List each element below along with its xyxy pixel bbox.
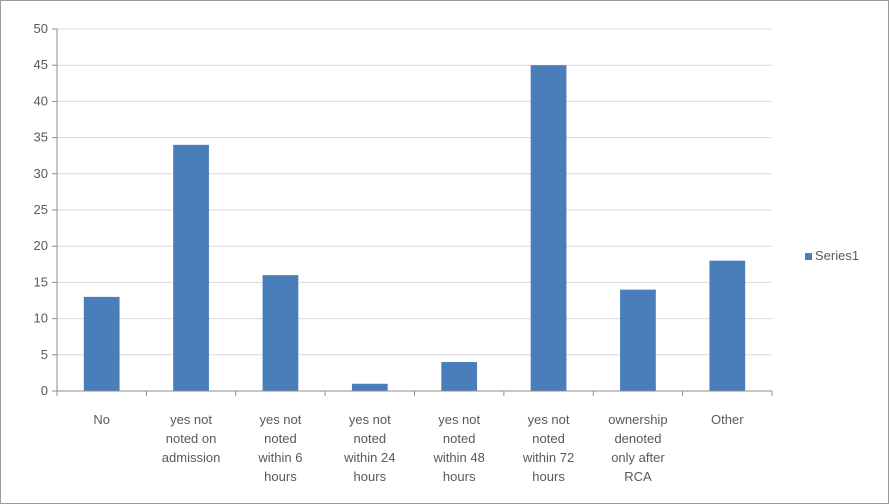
x-category-label-line: hours (532, 469, 565, 484)
y-tick-label: 30 (34, 166, 48, 181)
gridlines (57, 28, 772, 356)
x-category-label: yes not noted within 24 hours (343, 412, 395, 484)
bar-8 (709, 260, 746, 391)
legend: Series1 (805, 248, 859, 263)
y-tick-label: 15 (34, 274, 48, 289)
y-tick-label: 40 (34, 93, 48, 108)
x-category-label-line: noted (532, 431, 565, 446)
x-category-label-line: hours (354, 469, 387, 484)
bar-2 (173, 144, 209, 391)
x-category-label: yes not noted within 6 hours (257, 412, 302, 484)
x-category-label-line: yes not (438, 412, 480, 427)
x-category-label-line: yes not (259, 412, 301, 427)
x-category-label-line: Other (711, 412, 744, 427)
y-tick-label: 5 (41, 347, 48, 362)
legend-label: Series1 (815, 248, 859, 263)
x-category-label-line: yes not (528, 412, 570, 427)
bar-6 (530, 65, 567, 391)
y-tick-label: 10 (34, 311, 48, 326)
x-category-label: Other (711, 412, 744, 427)
x-category-label: No (93, 412, 110, 427)
bar-4 (351, 383, 388, 391)
bars (83, 65, 746, 391)
x-category-label-line: noted on (166, 431, 217, 446)
y-tick-label: 35 (34, 130, 48, 145)
bar-5 (441, 362, 478, 391)
x-category-label-line: noted (264, 431, 297, 446)
axes (56, 29, 773, 396)
x-category-label: yes not noted on admission (162, 412, 221, 465)
bar-7 (620, 289, 656, 391)
x-category-label-line: hours (443, 469, 476, 484)
x-category-label-line: within 48 (433, 450, 485, 465)
x-category-label-line: denoted (614, 431, 661, 446)
x-category-label-line: yes not (170, 412, 212, 427)
x-category-label-line: noted (443, 431, 476, 446)
x-axis-labels: No yes not noted on admission yes not noted wi… (93, 412, 744, 484)
y-tick-label: 50 (34, 21, 48, 36)
x-category-label-line: only after (611, 450, 665, 465)
y-axis-ticks: 0 5 10 15 20 25 30 35 40 45 50 (34, 21, 57, 398)
x-category-label: yes not noted within 48 hours (433, 412, 485, 484)
y-tick-label: 25 (34, 202, 48, 217)
x-category-label: yes not noted within 72 hours (522, 412, 574, 484)
x-category-label-line: within 6 (257, 450, 302, 465)
x-category-label-line: ownership (608, 412, 667, 427)
y-tick-label: 20 (34, 238, 48, 253)
x-category-label-line: admission (162, 450, 221, 465)
x-category-label-line: within 72 (522, 450, 574, 465)
x-category-label-line: RCA (624, 469, 652, 484)
x-category-label-line: hours (264, 469, 297, 484)
x-category-label-line: noted (354, 431, 387, 446)
bar-3 (262, 275, 299, 391)
x-category-label-line: No (93, 412, 110, 427)
x-category-label: ownership denoted only after RCA (608, 412, 667, 484)
x-category-label-line: yes not (349, 412, 391, 427)
y-tick-label: 45 (34, 57, 48, 72)
bar-1 (83, 296, 120, 391)
y-tick-label: 0 (41, 383, 48, 398)
legend-swatch (805, 253, 812, 260)
x-category-label-line: within 24 (343, 450, 395, 465)
